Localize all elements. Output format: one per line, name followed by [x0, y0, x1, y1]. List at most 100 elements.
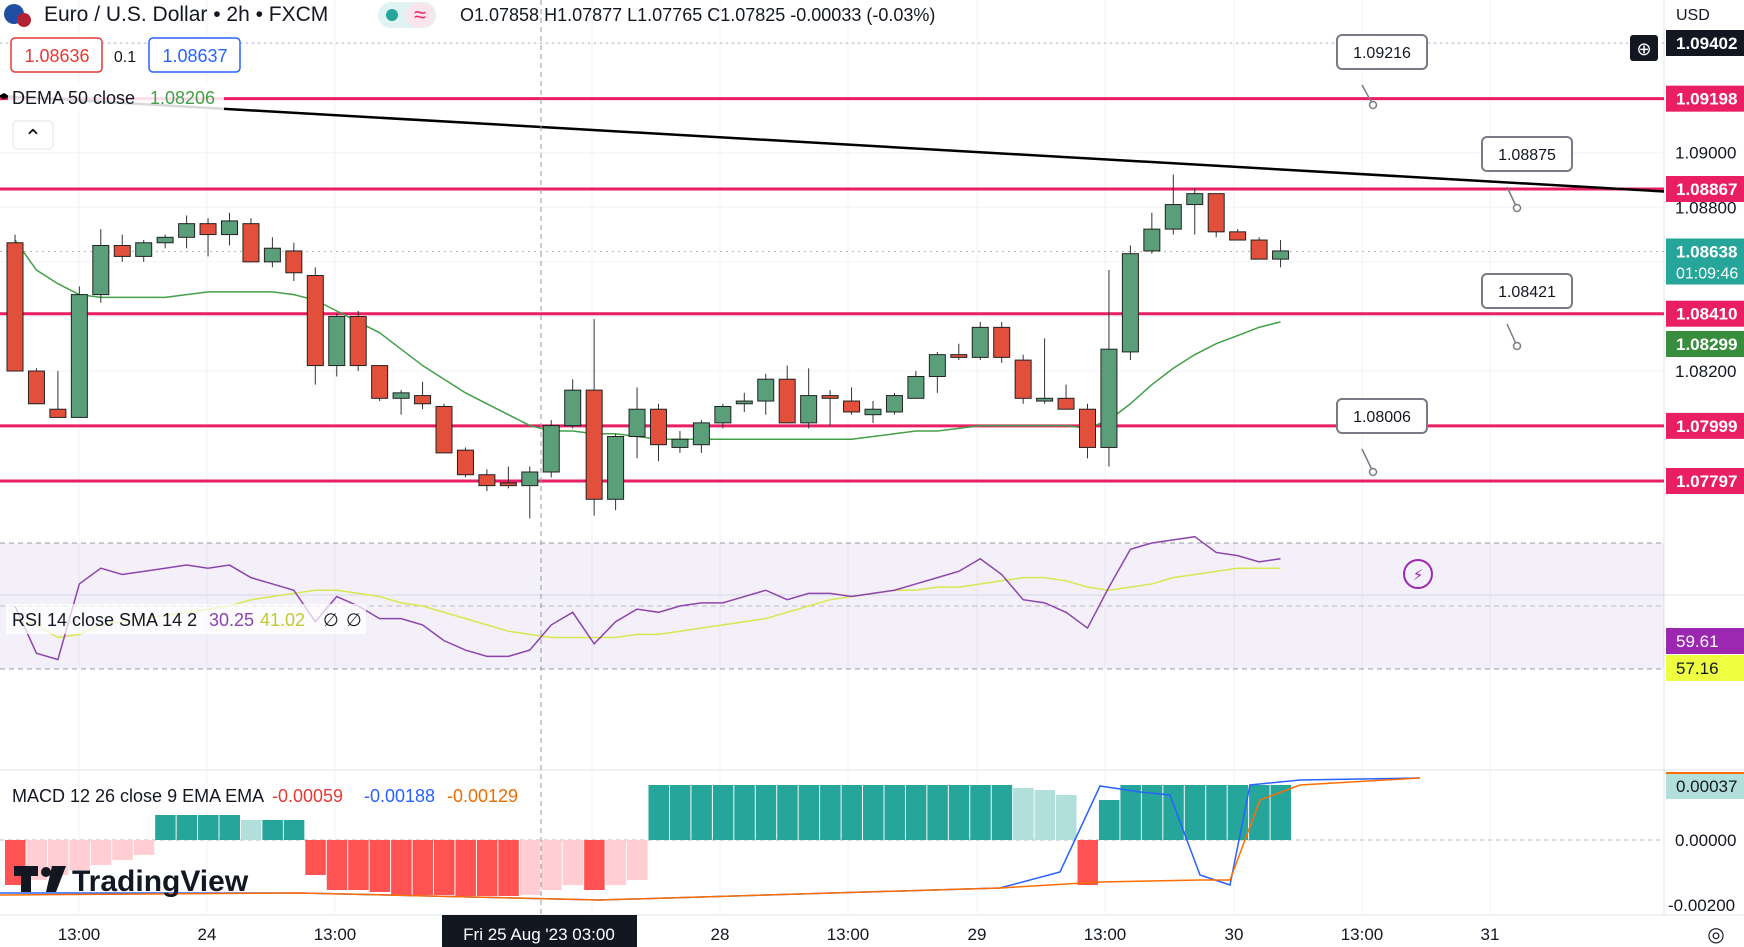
candle[interactable]	[928, 351, 946, 393]
candle[interactable]	[714, 403, 732, 429]
price-badge-bg	[1666, 300, 1744, 327]
candle[interactable]	[864, 401, 882, 423]
market-open-icon	[386, 9, 398, 21]
candle[interactable]	[778, 365, 796, 424]
candle[interactable]	[478, 469, 496, 492]
candle-body	[221, 220, 238, 236]
candle-body	[414, 395, 432, 405]
candle-body	[778, 378, 796, 424]
price-badge-label: 1.09198	[1676, 90, 1737, 109]
candle[interactable]	[414, 381, 432, 410]
dema-label[interactable]: DEMA 50 close	[12, 88, 135, 108]
settings-icon[interactable]: ◎	[1707, 924, 1724, 946]
candle[interactable]	[156, 234, 174, 249]
candle[interactable]	[671, 431, 689, 453]
candle[interactable]	[628, 387, 646, 459]
lightning-icon[interactable]	[1403, 559, 1433, 589]
candle[interactable]	[456, 447, 474, 478]
candle[interactable]	[435, 403, 453, 454]
candle[interactable]	[371, 365, 389, 402]
candle[interactable]	[27, 368, 45, 405]
candle[interactable]	[70, 286, 88, 418]
sell-button[interactable]	[10, 37, 103, 73]
candle[interactable]	[1272, 240, 1290, 268]
candle[interactable]	[607, 433, 625, 511]
macd-hist-bar	[198, 815, 219, 840]
candle[interactable]	[1121, 245, 1139, 361]
candle[interactable]	[950, 343, 968, 361]
candle[interactable]	[542, 420, 560, 478]
candle[interactable]	[1036, 338, 1054, 404]
candle[interactable]	[650, 403, 667, 462]
candle[interactable]	[242, 218, 260, 263]
macd-hist-bar	[863, 785, 884, 840]
candle[interactable]	[49, 371, 67, 418]
candle[interactable]	[1100, 270, 1118, 467]
candle[interactable]	[692, 420, 710, 453]
collapse-button[interactable]	[12, 120, 54, 150]
candle[interactable]	[1164, 174, 1182, 235]
candle[interactable]	[907, 371, 925, 399]
candle[interactable]	[1014, 354, 1032, 404]
candle[interactable]	[392, 390, 410, 415]
macd-hist-bar	[820, 785, 841, 840]
candle[interactable]	[135, 240, 153, 262]
add-alert-button[interactable]	[1630, 35, 1658, 61]
candle[interactable]	[92, 229, 110, 303]
candle-body	[1207, 193, 1225, 233]
candle[interactable]	[1186, 188, 1204, 235]
candle[interactable]	[306, 267, 324, 385]
macd-hist-bar	[219, 815, 240, 840]
candle[interactable]	[1250, 237, 1268, 260]
macd-label[interactable]: MACD 12 26 close 9 EMA EMA	[12, 786, 264, 806]
buy-button[interactable]	[148, 37, 241, 73]
tradingview-logo[interactable]: TradingView	[14, 865, 249, 898]
candle[interactable]	[564, 379, 582, 429]
trend-line[interactable]	[0, 94, 1665, 193]
candle[interactable]	[285, 242, 303, 281]
candle[interactable]	[1207, 193, 1225, 238]
price-callout[interactable]: 1.08421	[1481, 273, 1573, 351]
candle[interactable]	[885, 392, 903, 415]
candle-body	[1121, 253, 1139, 353]
candle[interactable]	[993, 321, 1011, 363]
trend-line-anchor[interactable]	[1, 93, 7, 100]
candle-body	[885, 395, 903, 413]
price-callout[interactable]: 1.08875	[1481, 136, 1573, 213]
candle[interactable]	[113, 234, 131, 262]
macd-hist-bar	[605, 840, 627, 885]
candle[interactable]	[585, 319, 603, 516]
candle[interactable]	[1079, 403, 1096, 459]
candle[interactable]	[178, 215, 196, 249]
macd-hist-bar	[1163, 785, 1184, 840]
candle[interactable]	[843, 387, 861, 415]
candle[interactable]	[349, 310, 367, 372]
candle[interactable]	[6, 234, 24, 372]
candle[interactable]	[1229, 229, 1247, 241]
candle[interactable]	[1143, 212, 1161, 254]
candle[interactable]	[328, 313, 346, 377]
candle[interactable]	[199, 218, 217, 257]
brand-name: TradingView	[72, 865, 249, 898]
price-badge: 1.07797	[1666, 468, 1744, 494]
candle[interactable]	[1057, 384, 1075, 410]
candle[interactable]	[521, 466, 539, 519]
candle[interactable]	[221, 212, 238, 246]
candle[interactable]	[821, 390, 839, 426]
candle[interactable]	[800, 368, 818, 429]
price-callout[interactable]: 1.09216	[1336, 34, 1428, 110]
macd-hist-bar	[519, 840, 541, 895]
candle[interactable]	[757, 373, 775, 415]
price-callout[interactable]: 1.08006	[1336, 398, 1428, 477]
macd-hist-bar	[476, 840, 498, 896]
macd-hist-bar	[1098, 800, 1120, 840]
candle-body	[692, 422, 710, 446]
candle[interactable]	[499, 466, 517, 489]
candle[interactable]	[735, 392, 753, 412]
rsi-label[interactable]: RSI 14 close SMA 14 2	[12, 610, 197, 630]
symbol-title[interactable]: Euro / U.S. Dollar • 2h • FXCM	[44, 3, 328, 26]
candle[interactable]	[971, 321, 989, 361]
candle[interactable]	[263, 237, 281, 268]
macd-hist-bar	[455, 840, 476, 896]
